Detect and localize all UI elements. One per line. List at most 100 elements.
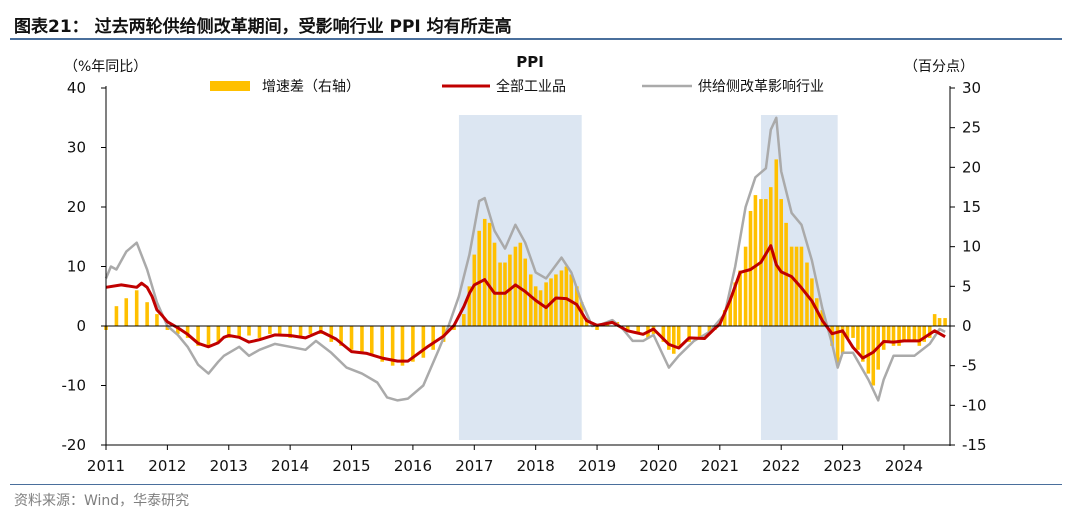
diff-bar (467, 286, 472, 326)
diff-bar (897, 326, 901, 346)
diff-bar (902, 326, 906, 342)
figure-title: 图表21： 过去两轮供给侧改革期间，受影响行业 PPI 均有所走高 (14, 17, 512, 37)
diff-bar (390, 326, 395, 366)
diff-bar (830, 326, 834, 346)
x-tick-label: 2022 (762, 457, 800, 475)
diff-bar (886, 326, 891, 342)
x-tick-label: 2019 (578, 457, 616, 475)
source-rule (10, 484, 1062, 485)
diff-bar (661, 326, 666, 342)
legend-label-diff: 增速差（右轴） (262, 79, 360, 95)
diff-bar (145, 302, 149, 326)
x-tick-label: 2012 (148, 457, 186, 475)
x-tick-label: 2020 (639, 457, 677, 475)
x-tick-label: 2018 (517, 457, 555, 475)
diff-bar (216, 326, 221, 342)
diff-bar (441, 326, 446, 342)
x-tick-label: 2024 (885, 457, 923, 475)
right-tick-label: 25 (962, 119, 981, 137)
diff-bar (114, 306, 119, 326)
diff-bar (856, 326, 860, 350)
diff-bar (743, 246, 748, 326)
diff-bar (421, 326, 426, 358)
right-tick-label: 10 (962, 238, 981, 256)
diff-bar (840, 326, 845, 354)
diff-bar (369, 326, 374, 354)
diff-bar (881, 326, 886, 350)
diff-bar (165, 326, 170, 330)
x-tick-label: 2015 (332, 457, 370, 475)
right-tick-label: -10 (962, 396, 987, 414)
left-tick-label: 40 (67, 79, 86, 97)
x-tick-label: 2023 (823, 457, 861, 475)
diff-bar (927, 326, 932, 338)
diff-bar (907, 326, 911, 342)
diff-bar (349, 326, 354, 350)
diff-bar (226, 326, 231, 338)
left-tick-label: -20 (62, 436, 87, 454)
diff-bar (492, 242, 497, 326)
diff-bar (636, 326, 640, 334)
right-tick-label: -5 (962, 357, 977, 375)
diff-bar (544, 282, 548, 326)
title-rule (10, 38, 1062, 40)
diff-bar (288, 326, 292, 338)
diff-bar (722, 310, 727, 326)
diff-bar (671, 326, 676, 354)
diff-bar (891, 326, 896, 346)
diff-bar (247, 326, 251, 336)
x-tick-label: 2014 (271, 457, 309, 475)
diff-bar (298, 326, 303, 338)
diff-bar (835, 326, 840, 366)
diff-bar (308, 326, 313, 334)
diff-bar (185, 326, 190, 338)
diff-bar (268, 326, 272, 334)
legend-label-supply: 供给侧改革影响行业 (698, 79, 824, 95)
diff-bar (667, 326, 671, 350)
right-tick-label: 20 (962, 158, 981, 176)
diff-bar (472, 254, 477, 326)
diff-bar (789, 246, 794, 326)
line-supply-side-industries (104, 116, 946, 402)
diff-bar (533, 286, 538, 326)
diff-bar (360, 326, 364, 352)
diff-bar (871, 326, 876, 386)
line-series (104, 116, 946, 402)
legend-swatch-diff (210, 81, 250, 91)
diff-bar (845, 326, 850, 338)
diff-bar (937, 318, 942, 326)
diff-bar (774, 159, 779, 326)
diff-bar (554, 274, 558, 326)
diff-bar (206, 326, 211, 346)
x-tick-label: 2011 (87, 457, 125, 475)
right-tick-label: 30 (962, 79, 981, 97)
source-note: 资料来源：Wind，华泰研究 (14, 493, 190, 509)
diff-bar (237, 326, 241, 338)
right-tick-label: 15 (962, 198, 981, 216)
diff-bar (753, 195, 758, 326)
diff-bar (912, 326, 917, 342)
right-tick-label: 5 (962, 277, 972, 295)
diff-bar (528, 274, 533, 326)
diff-bar (861, 326, 865, 362)
diff-bar (922, 326, 927, 342)
diff-bar (738, 270, 742, 326)
line-all-industrial-products (105, 244, 946, 363)
diff-bar (462, 314, 466, 326)
diff-bar (400, 326, 405, 366)
left-tick-label: 20 (67, 198, 86, 216)
left-axis-label: （%年同比） (64, 59, 147, 75)
diff-bar (329, 326, 334, 342)
diff-bar (277, 326, 282, 334)
right-axis-label: （百分点） (904, 59, 974, 75)
shaded-period (760, 115, 838, 440)
diff-bar (794, 246, 799, 326)
diff-bar (768, 187, 773, 326)
diff-bar (380, 326, 385, 362)
diff-bar (564, 266, 569, 326)
left-tick-label: 10 (67, 258, 86, 276)
diff-bar (487, 222, 492, 326)
diff-bar (452, 326, 456, 330)
legend-label-all: 全部工业品 (496, 78, 566, 95)
